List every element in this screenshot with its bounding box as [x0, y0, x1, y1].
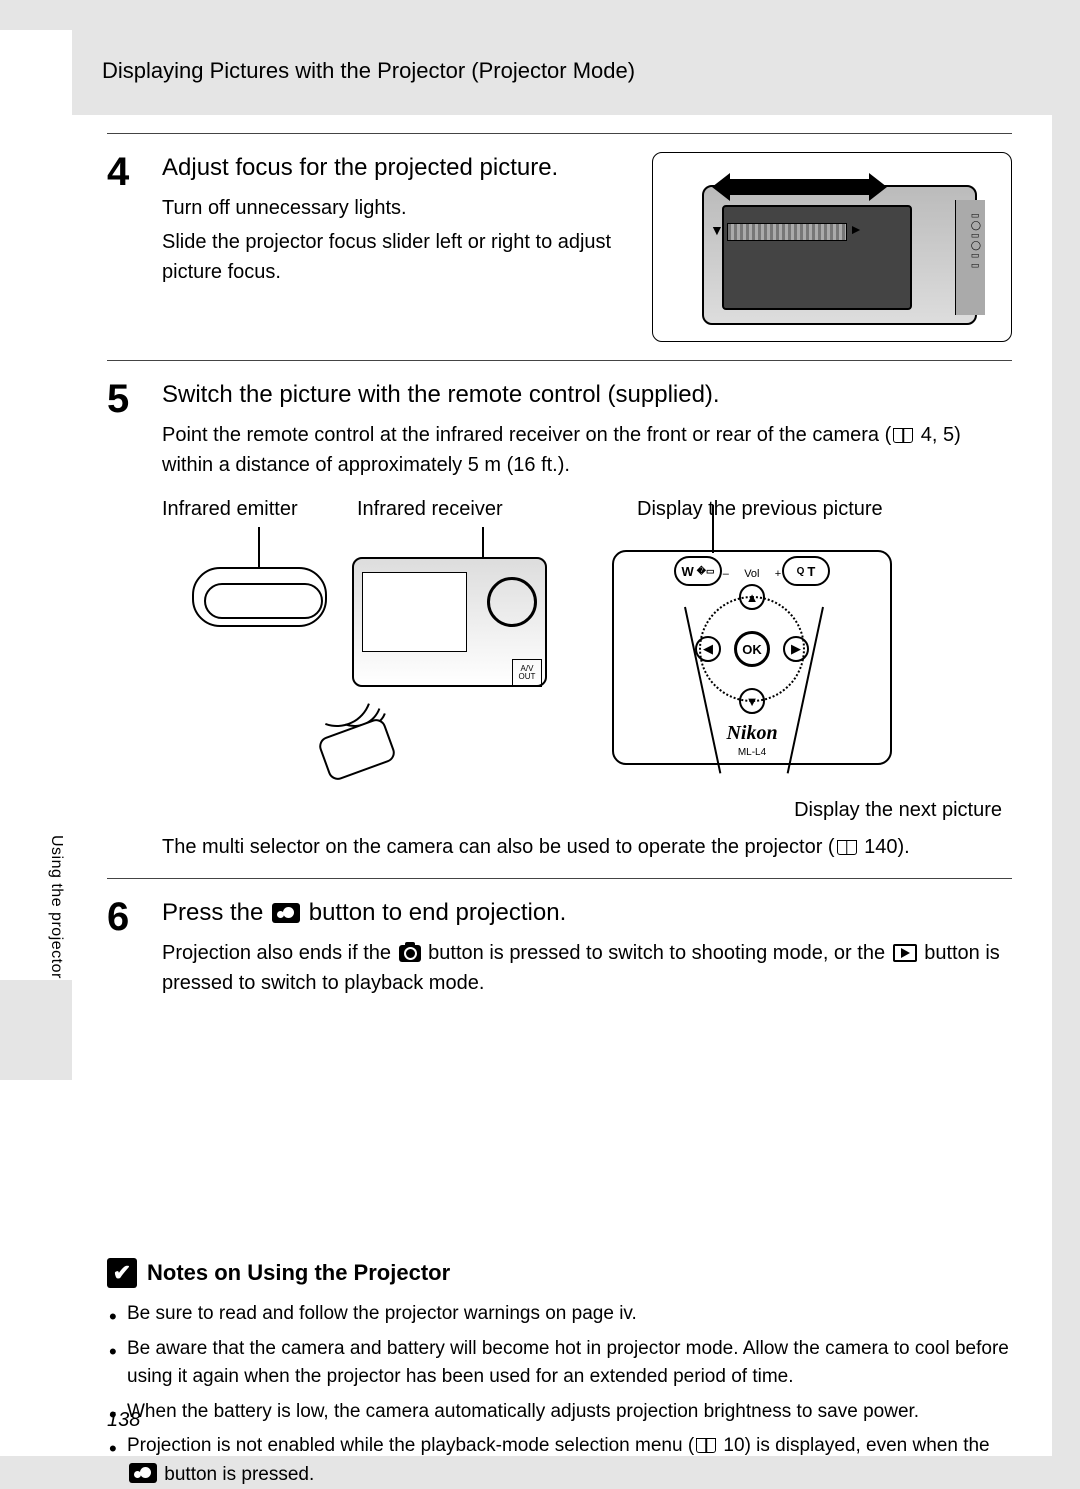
step-6-line-a: Projection also ends if the: [162, 942, 397, 964]
notes-item: Be sure to read and follow the projector…: [107, 1300, 1012, 1329]
remote-t-button: QT: [782, 556, 830, 586]
remote-ok-button: OK: [734, 631, 770, 667]
manual-ref-icon: [837, 840, 857, 855]
notes-section: ✔ Notes on Using the Projector Be sure t…: [72, 1258, 1052, 1489]
remote-dpad: ▲ ▼ ◀ ▶ OK: [687, 584, 817, 714]
remote-ok-label: OK: [742, 642, 762, 657]
remote-control-illustration: W�▭ QT – Vol + ▲ ▼: [612, 527, 892, 787]
remote-left-button: ◀: [695, 636, 721, 662]
step-6-number: 6: [107, 897, 162, 998]
step-5-intro: Point the remote control at the infrared…: [162, 420, 1012, 480]
step-5-after-b: 140).: [859, 836, 910, 858]
notes-title: Notes on Using the Projector: [147, 1260, 450, 1286]
page-number: 138: [107, 1409, 140, 1432]
av-label-2: OUT: [519, 673, 536, 681]
caption-receiver: Infrared receiver: [357, 498, 577, 521]
step-5-title: Switch the picture with the remote contr…: [162, 379, 1012, 410]
manual-ref-icon: [893, 428, 913, 443]
step-4-line1: Turn off unnecessary lights.: [162, 193, 632, 223]
remote-t-label: T: [807, 564, 815, 579]
notes-last-a: Projection is not enabled while the play…: [127, 1435, 694, 1456]
step-4-number: 4: [107, 152, 162, 342]
notes-item: When the battery is low, the camera auto…: [107, 1398, 1012, 1427]
manual-ref-icon: [696, 1438, 716, 1453]
remote-down-button: ▼: [739, 688, 765, 714]
remote-camera-illustration: A/VOUT: [162, 527, 522, 787]
step-4-title: Adjust focus for the projected picture.: [162, 152, 632, 183]
header-band: Displaying Pictures with the Projector (…: [72, 30, 1052, 115]
remote-vol-label: Vol: [744, 568, 759, 580]
step-6-title: Press the button to end projection.: [162, 897, 1012, 928]
caption-prev: Display the previous picture: [577, 498, 1012, 521]
step-6-line-b: button is pressed to switch to shooting …: [423, 942, 891, 964]
step-5-number: 5: [107, 379, 162, 878]
remote-brand: Nikon: [726, 722, 777, 745]
notes-last-c: button is pressed.: [159, 1464, 314, 1485]
notes-title-row: ✔ Notes on Using the Projector: [107, 1258, 1012, 1288]
step-4-line2: Slide the projector focus slider left or…: [162, 227, 632, 287]
notes-last-b: 10) is displayed, even when the: [718, 1435, 989, 1456]
notes-list: Be sure to read and follow the projector…: [107, 1300, 1012, 1489]
shooting-mode-icon: [399, 945, 421, 962]
remote-model: ML-L4: [738, 747, 766, 758]
header-title: Displaying Pictures with the Projector (…: [102, 58, 1052, 84]
page-bleed-left: [0, 30, 72, 1456]
step-6-text: Projection also ends if the button is pr…: [162, 938, 1012, 998]
projector-button-icon: [129, 1463, 157, 1483]
remote-w-button: W�▭: [674, 556, 722, 586]
content-area: 4 Adjust focus for the projected picture…: [72, 133, 1052, 998]
remote-right-button: ▶: [783, 636, 809, 662]
playback-mode-icon: [893, 944, 917, 962]
check-icon: ✔: [107, 1258, 137, 1288]
step-4: 4 Adjust focus for the projected picture…: [107, 133, 1012, 342]
remote-w-label: W: [681, 564, 693, 579]
remote-up-button: ▲: [739, 584, 765, 610]
side-section-label: Using the projector: [47, 835, 65, 979]
step-6-title-a: Press the: [162, 899, 270, 926]
step-5-intro-a: Point the remote control at the infrared…: [162, 424, 891, 446]
step-4-text: Turn off unnecessary lights. Slide the p…: [162, 193, 632, 287]
caption-next: Display the next picture: [162, 799, 1002, 822]
manual-page: Displaying Pictures with the Projector (…: [72, 30, 1052, 1456]
step-5-after: The multi selector on the camera can als…: [162, 832, 1012, 862]
notes-item: Projection is not enabled while the play…: [107, 1432, 1012, 1489]
caption-emitter: Infrared emitter: [162, 498, 357, 521]
step-5: 5 Switch the picture with the remote con…: [107, 360, 1012, 878]
projector-button-icon: [272, 903, 300, 923]
camera-focus-illustration: ▭◯▭◯▭▭: [652, 152, 1012, 342]
step-6-title-b: button to end projection.: [302, 899, 566, 926]
notes-item: Be aware that the camera and battery wil…: [107, 1335, 1012, 1392]
step-5-after-a: The multi selector on the camera can als…: [162, 836, 835, 858]
step-6: 6 Press the button to end projection. Pr…: [107, 878, 1012, 998]
section-tab: [0, 980, 72, 1080]
